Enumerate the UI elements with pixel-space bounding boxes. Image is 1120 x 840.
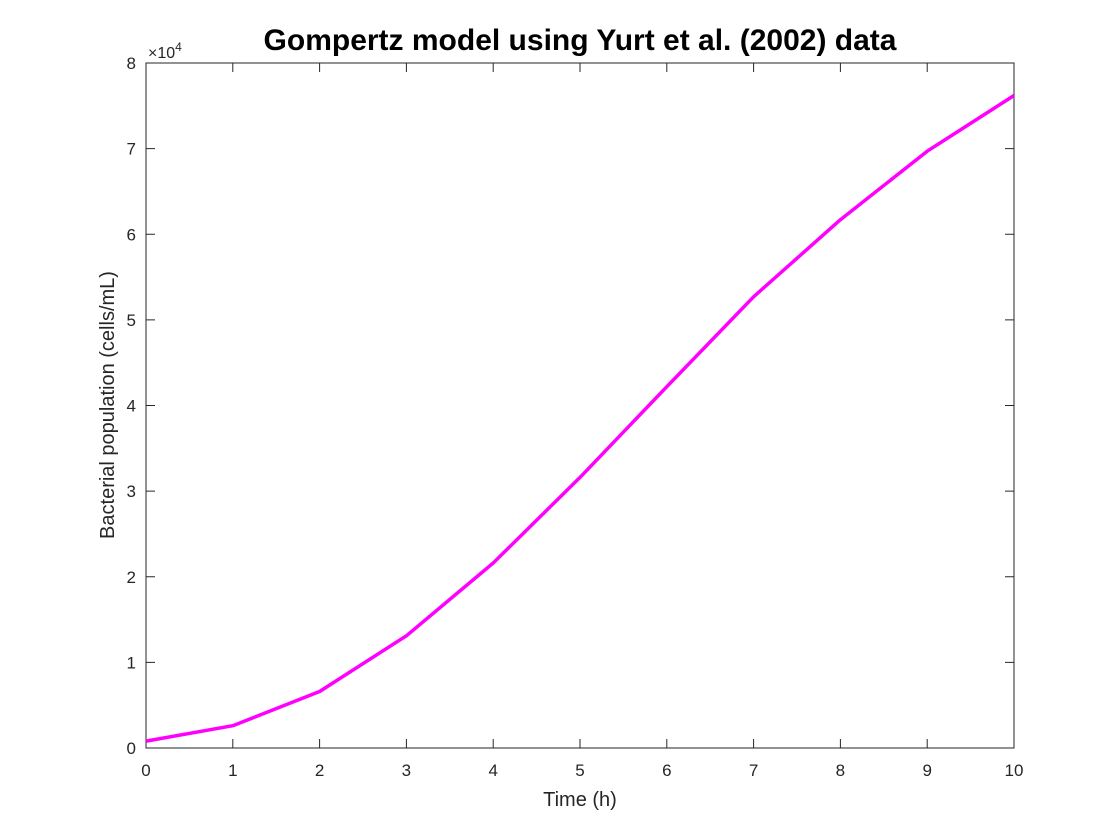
x-tick-label: 10 xyxy=(1005,761,1024,780)
x-tick-label: 8 xyxy=(836,761,845,780)
x-tick-label: 1 xyxy=(228,761,237,780)
series-layer xyxy=(145,94,1015,743)
y-axis-label: Bacterial population (cells/mL) xyxy=(97,271,119,539)
x-tick-label: 2 xyxy=(315,761,324,780)
y-tick-label: 5 xyxy=(127,311,136,330)
y-tick-label: 1 xyxy=(127,653,136,672)
y-tick-label: 2 xyxy=(127,568,136,587)
y-tick-label: 6 xyxy=(127,225,136,244)
x-tick-label: 9 xyxy=(922,761,931,780)
y-tick-label: 7 xyxy=(127,140,136,159)
y-ticks: 0 1 2 3 4 5 6 7 8 xyxy=(127,54,1014,758)
x-tick-label: 0 xyxy=(141,761,150,780)
y-tick-label: 8 xyxy=(127,54,136,73)
x-tick-label: 3 xyxy=(402,761,411,780)
y-tick-label: 4 xyxy=(127,397,136,416)
x-tick-label: 5 xyxy=(575,761,584,780)
y-exponent-power: 4 xyxy=(175,40,182,54)
x-ticks: 0 1 2 3 4 5 6 7 8 9 10 xyxy=(141,63,1023,780)
x-tick-label: 7 xyxy=(749,761,758,780)
plot-frame xyxy=(145,62,1015,749)
y-tick-label: 0 xyxy=(127,739,136,758)
series-line xyxy=(145,94,1015,743)
x-tick-label: 6 xyxy=(662,761,671,780)
y-exponent-base: ×10 xyxy=(148,45,175,62)
y-exponent-label: ×104 xyxy=(148,40,182,62)
chart-title: Gompertz model using Yurt et al. (2002) … xyxy=(264,24,897,57)
x-axis-label: Time (h) xyxy=(543,789,617,811)
x-tick-label: 4 xyxy=(488,761,497,780)
y-tick-label: 3 xyxy=(127,482,136,501)
